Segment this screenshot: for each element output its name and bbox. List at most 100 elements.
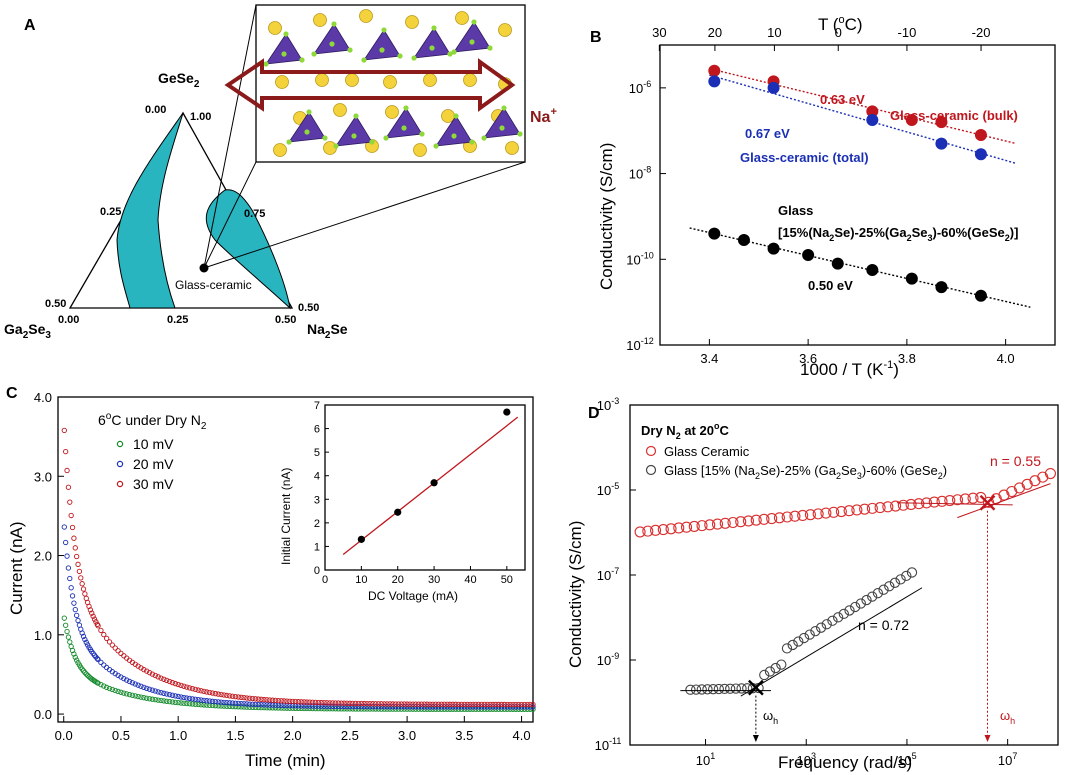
se-atom [471, 19, 477, 25]
chart-c-point [135, 682, 141, 688]
chart-c-point [484, 701, 490, 708]
chart-c-point [65, 484, 72, 490]
chart-d-ceramic-point [1029, 475, 1041, 487]
chart-c-point [68, 512, 74, 519]
chart-c-point [410, 701, 416, 707]
chart-c-point [358, 700, 364, 707]
chart-b-point [767, 81, 780, 94]
chart-c-point [398, 701, 405, 707]
chart-d-glass-point [776, 659, 787, 670]
chart-c-point [238, 700, 244, 707]
chart-c-point [72, 654, 78, 660]
chart-c-point [235, 700, 241, 707]
chart-b-top-xlabel: T (oC) [818, 14, 863, 34]
chart-c-point [169, 679, 176, 686]
chart-c-point [221, 699, 227, 706]
chart-c-point [444, 701, 450, 707]
chart-c-point [381, 701, 387, 707]
chart-c-point [384, 704, 390, 710]
chart-c-point [241, 704, 247, 710]
chart-c-point [370, 703, 376, 710]
panel-d: D 101 103 105 107 10-3 10-5 10-7 10-9 10-11 Freq… [566, 396, 1059, 772]
chart-d-ceramic-point [1013, 482, 1026, 494]
chart-c-point [355, 700, 362, 707]
chart-b-top-tick-label: 20 [708, 25, 722, 40]
chart-c-inset-ytick-label: 6 [314, 424, 320, 436]
chart-b-frame [659, 44, 1056, 346]
chart-c-point [247, 701, 253, 707]
chart-c-inset-xtick-label: 20 [392, 574, 404, 586]
chart-d-points [634, 467, 1056, 742]
chart-c-point [261, 696, 267, 703]
chart-d-ceramic-point [859, 503, 871, 515]
chart-c-point [67, 639, 73, 645]
chart-c-point [364, 700, 370, 707]
se-atom [306, 109, 312, 115]
tick-top-left: 0.00 [145, 104, 166, 116]
se-atom [429, 45, 435, 51]
chart-c-point [118, 689, 124, 695]
chart-c-point [189, 686, 196, 692]
panel-c: C 0.0 0.5 1.0 1.5 2.0 2.5 3.0 3.5 4.0 0.0 1.0 2.0 3.… [6, 385, 536, 770]
chart-d-glass-point [906, 567, 918, 578]
se-atom [431, 25, 437, 31]
chart-c-point [64, 628, 70, 635]
chart-c-point [301, 699, 307, 705]
chart-d-glass-slope-line [740, 587, 923, 697]
chart-c-point [430, 701, 436, 707]
chart-c-xtick-label: 1.0 [169, 728, 187, 743]
chart-d-glass-point [690, 684, 702, 695]
chart-c-point [80, 633, 87, 640]
chart-d-glass-point [793, 636, 804, 647]
chart-c-point [321, 703, 327, 709]
chart-d-glass-point [838, 608, 849, 620]
chart-d-ytick-label: 10-7 [597, 566, 619, 583]
chart-c-point [267, 702, 273, 708]
chart-b-point [935, 116, 948, 129]
chart-c-point [82, 591, 88, 597]
chart-c-point [224, 692, 230, 699]
chart-d-ceramic-slope-line [957, 483, 1051, 519]
panel-a-label: A [24, 17, 36, 34]
se-atom [403, 105, 409, 111]
chart-c-point [198, 697, 204, 703]
chart-c-point [504, 701, 510, 708]
tick-left-bottom: 0.50 [45, 298, 66, 310]
chart-c-point [272, 705, 279, 711]
chart-c-point [115, 672, 121, 679]
chart-c-point [301, 703, 307, 709]
chart-c-point [218, 691, 224, 698]
chart-c-point [507, 701, 513, 708]
chart-c-point [141, 666, 147, 673]
chart-c-point [461, 701, 467, 708]
chart-d-glass-point [872, 588, 884, 599]
chart-c-point [347, 700, 353, 706]
chart-b-fit-line [709, 67, 1016, 145]
chart-c-point [79, 581, 85, 587]
chart-d-ceramic-point [975, 491, 987, 503]
chart-c-point [424, 701, 430, 707]
chart-c-inset-xtick-label: 50 [501, 574, 513, 586]
chart-c-point [418, 701, 425, 707]
chart-c-point [332, 700, 339, 706]
chart-c-point [215, 703, 221, 709]
chart-b-ytick-label: 10-8 [629, 165, 651, 182]
chart-c-point [224, 699, 230, 706]
chart-c-point [427, 704, 433, 710]
se-atom [299, 57, 305, 63]
chart-c-point [516, 701, 522, 708]
chart-c-point [324, 700, 330, 706]
chart-c-point [181, 694, 187, 701]
zoom-line-2 [203, 161, 257, 269]
chart-c-point [132, 693, 138, 699]
chart-c-point [249, 695, 256, 702]
chart-c-point [201, 688, 207, 694]
gese4-tetrahedron [385, 107, 423, 139]
chart-d-glass-point [844, 605, 855, 616]
chart-c-point [490, 701, 496, 708]
chart-c-point [401, 704, 407, 710]
chart-b-point [831, 257, 844, 270]
chart-c-point [375, 701, 382, 707]
chart-b-point [802, 249, 815, 261]
chart-d-glass-point [804, 629, 815, 640]
